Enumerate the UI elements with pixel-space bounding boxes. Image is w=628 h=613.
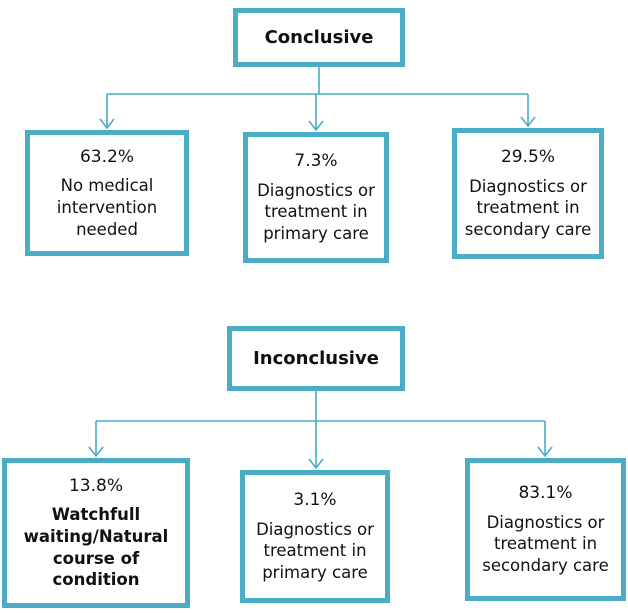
node-primary-care-conclusive: 7.3% Diagnostics or treatment in primary… [243, 132, 389, 263]
node-secondary-care-inconclusive: 83.1% Diagnostics or treatment in second… [465, 458, 626, 601]
node-secondary-care-conclusive: 29.5% Diagnostics or treatment in second… [452, 128, 604, 259]
node-label: Diagnostics or treatment in secondary ca… [464, 176, 592, 240]
percentage-value: 13.8% [68, 475, 123, 496]
percentage-value: 29.5% [500, 147, 555, 168]
node-watchful-waiting: 13.8% Watchfull waiting/Natural course o… [2, 458, 190, 608]
arrowhead-icon [537, 446, 553, 458]
percentage-value: 3.1% [293, 490, 337, 511]
node-label: Inconclusive [253, 347, 379, 369]
percentage-value: 7.3% [294, 151, 338, 172]
node-conclusive: Conclusive [233, 8, 405, 67]
node-label: Diagnostics or treatment in primary care [257, 180, 375, 244]
node-label: No medical intervention needed [56, 176, 158, 239]
node-no-medical-intervention: 63.2% No medical intervention needed [25, 130, 189, 256]
arrowhead-icon [99, 118, 115, 130]
node-inconclusive: Inconclusive [227, 326, 405, 391]
node-primary-care-inconclusive: 3.1% Diagnostics or treatment in primary… [240, 470, 390, 603]
node-label: Diagnostics or treatment in primary care [256, 519, 374, 583]
percentage-value: 83.1% [518, 483, 573, 504]
arrowhead-icon [308, 458, 324, 470]
node-label: Watchfull waiting/Natural course of cond… [23, 505, 169, 590]
percentage-value: 63.2% [79, 146, 134, 167]
arrowhead-icon [520, 116, 536, 128]
node-label: Conclusive [264, 26, 374, 48]
node-label: Diagnostics or treatment in secondary ca… [482, 512, 609, 576]
arrowhead-icon [88, 446, 104, 458]
arrowhead-icon [308, 120, 324, 132]
